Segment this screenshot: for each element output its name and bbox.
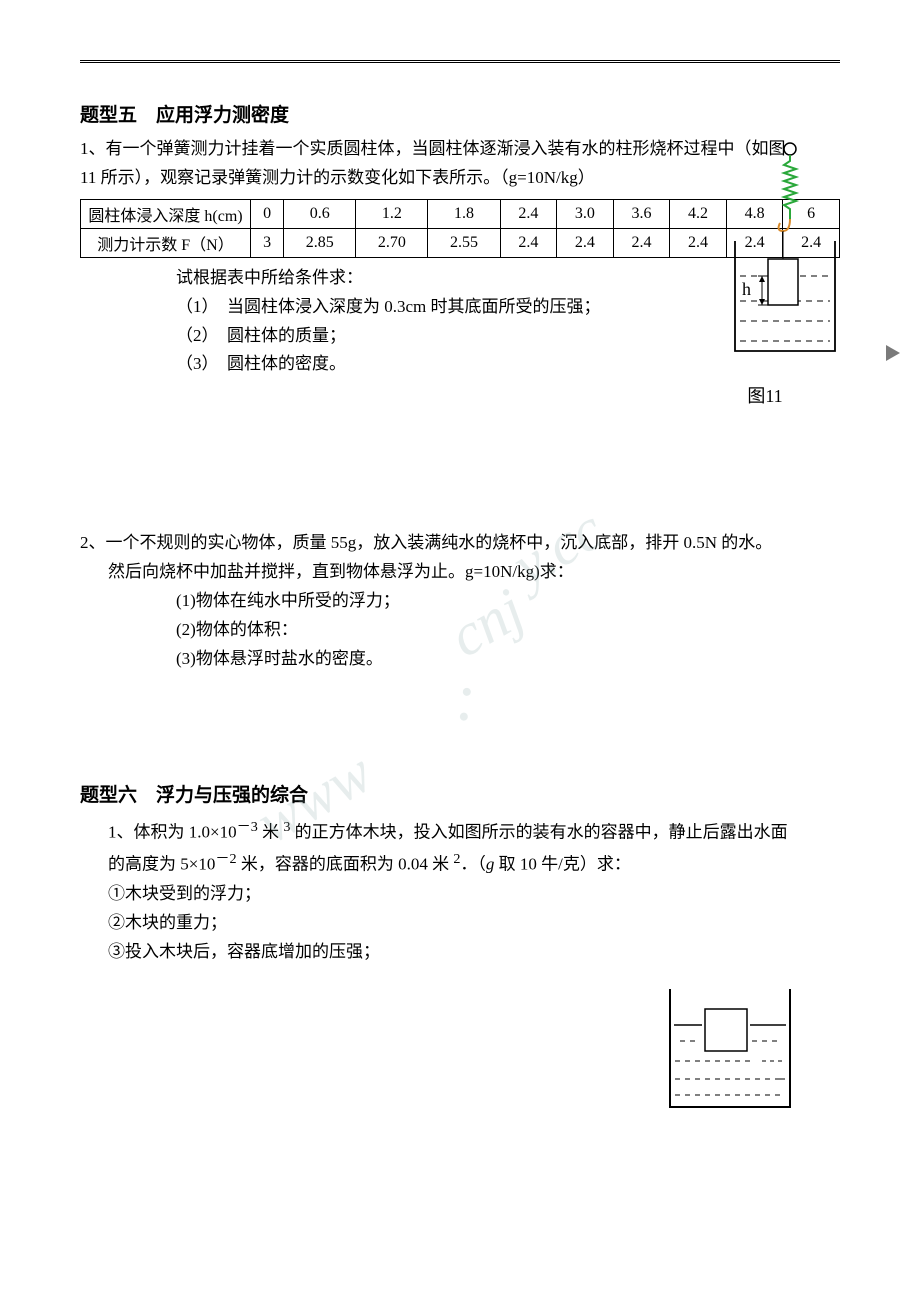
- s6q1-task-2: ②木块的重力；: [80, 909, 840, 938]
- section6-title: 题型六 浮力与压强的综合: [80, 780, 840, 807]
- cell: 1.2: [356, 199, 428, 228]
- figure-container-6: [80, 979, 810, 1119]
- q2-line1: 2、一个不规则的实心物体，质量 55g，放入装满纯水的烧杯中，沉入底部，排开 0…: [80, 529, 840, 558]
- cell: 2.85: [284, 228, 356, 257]
- header-rule: [80, 60, 840, 63]
- s6q1-task-3: ③投入木块后，容器底增加的压强；: [80, 938, 840, 967]
- cell: 2.4: [500, 228, 557, 257]
- cell: 0.6: [284, 199, 356, 228]
- cell: 2.55: [428, 228, 500, 257]
- section5-q1: 1、有一个弹簧测力计挂着一个实质圆柱体，当圆柱体逐渐浸入装有水的柱形烧杯过程中（…: [80, 135, 840, 379]
- s6q1-line2: 的高度为 5×10－2 米，容器的底面积为 0.04 米 2．（g 取 10 牛…: [80, 847, 840, 880]
- figure-11: h 图11: [680, 141, 850, 408]
- row1-header: 圆柱体浸入深度 h(cm): [81, 199, 251, 228]
- figure-11-caption: 图11: [680, 382, 850, 408]
- s6q1-task-1: ①木块受到的浮力；: [80, 880, 840, 909]
- section5-q2: 2、一个不规则的实心物体，质量 55g，放入装满纯水的烧杯中，沉入底部，排开 0…: [80, 529, 840, 673]
- section6-q1: 1、体积为 1.0×10－3 米 3 的正方体木块，投入如图所示的装有水的容器中…: [80, 815, 840, 1119]
- q2-task-1: (1)物体在纯水中所受的浮力；: [80, 587, 840, 616]
- row2-header: 测力计示数 F（N）: [81, 228, 251, 257]
- cell: 0: [251, 199, 284, 228]
- cursor-triangle-icon: [886, 345, 904, 363]
- q2-line2: 然后向烧杯中加盐并搅拌，直到物体悬浮为止。g=10N/kg)求：: [80, 558, 840, 587]
- section5-title: 题型五 应用浮力测密度: [80, 100, 840, 127]
- cell: 1.8: [428, 199, 500, 228]
- cell: 3: [251, 228, 284, 257]
- cell: 2.70: [356, 228, 428, 257]
- cell: 2.4: [500, 199, 557, 228]
- container-figure: [650, 979, 810, 1119]
- h-label: h: [742, 279, 751, 299]
- cell: 2.4: [613, 228, 670, 257]
- q2-task-2: (2)物体的体积：: [80, 616, 840, 645]
- cell: 2.4: [557, 228, 614, 257]
- cell: 3.0: [557, 199, 614, 228]
- s6q1-line1: 1、体积为 1.0×10－3 米 3 的正方体木块，投入如图所示的装有水的容器中…: [80, 815, 840, 848]
- cell: 3.6: [613, 199, 670, 228]
- q2-task-3: (3)物体悬浮时盐水的密度。: [80, 645, 840, 674]
